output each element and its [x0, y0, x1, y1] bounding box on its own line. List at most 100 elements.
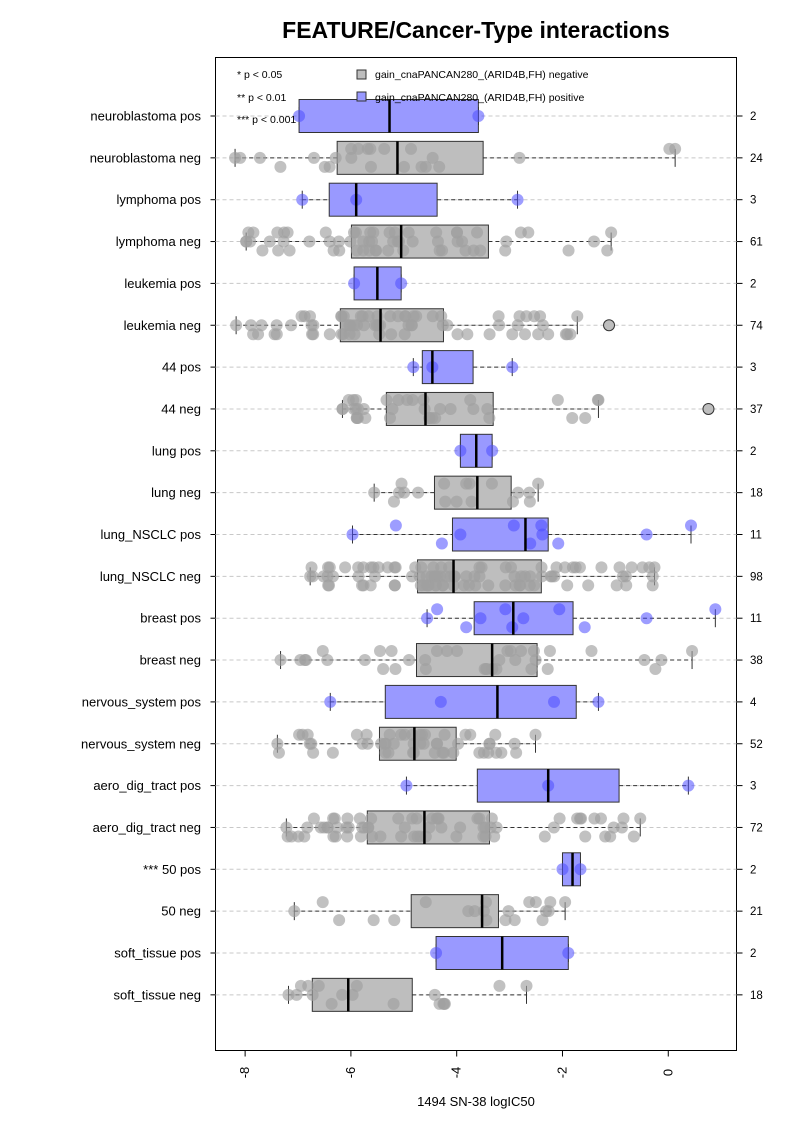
- data-point: [460, 570, 473, 583]
- data-point: [430, 226, 443, 239]
- data-point: [350, 979, 363, 992]
- data-point: [561, 328, 574, 341]
- count-label: 18: [750, 488, 763, 500]
- data-point: [640, 528, 653, 541]
- data-point: [646, 579, 659, 592]
- y-tick-label: 50 neg: [161, 904, 201, 919]
- data-point: [348, 277, 361, 290]
- data-point: [527, 645, 540, 658]
- data-point: [441, 319, 454, 332]
- y-tick-label: breast neg: [140, 653, 201, 668]
- data-point: [336, 988, 349, 1001]
- data-point: [591, 393, 604, 406]
- data-point: [318, 821, 331, 834]
- count-label: 61: [750, 237, 763, 249]
- data-point: [432, 812, 445, 825]
- data-point: [395, 477, 408, 490]
- y-tick-label: lung neg: [151, 485, 201, 500]
- data-point: [419, 728, 432, 741]
- data-point: [588, 235, 601, 248]
- data-point: [363, 244, 376, 257]
- count-label: 4: [750, 697, 757, 709]
- data-point: [380, 393, 393, 406]
- y-tick-label: neuroblastoma pos: [90, 109, 201, 124]
- data-point: [483, 328, 496, 341]
- data-point: [499, 244, 512, 257]
- data-point: [382, 746, 395, 759]
- data-point: [534, 310, 547, 323]
- data-point: [477, 821, 490, 834]
- y-tick-label: neuroblastoma neg: [90, 150, 201, 165]
- data-point: [541, 663, 554, 676]
- data-point: [582, 579, 595, 592]
- data-point: [405, 319, 418, 332]
- data-point: [451, 328, 464, 341]
- legend: * p < 0.05 ** p < 0.01 *** p < 0.001 gai…: [237, 69, 589, 126]
- data-point: [234, 151, 247, 164]
- data-point: [352, 142, 365, 155]
- data-point: [431, 235, 444, 248]
- data-point: [350, 244, 363, 257]
- data-point: [340, 821, 353, 834]
- data-point: [381, 561, 394, 574]
- data-point: [404, 142, 417, 155]
- data-point: [605, 226, 618, 239]
- data-point: [274, 160, 287, 173]
- data-point: [441, 645, 454, 658]
- box-lymphoma-neg: [240, 224, 618, 259]
- data-point: [387, 997, 400, 1010]
- data-point: [280, 821, 293, 834]
- outlier-point: [702, 402, 715, 415]
- y-tick-label: leukemia neg: [124, 318, 201, 333]
- data-point: [511, 319, 524, 332]
- data-point: [450, 830, 463, 843]
- data-point: [305, 561, 318, 574]
- data-point: [322, 561, 335, 574]
- data-point: [306, 570, 319, 583]
- count-label: 38: [750, 655, 763, 667]
- data-point: [566, 411, 579, 424]
- data-point: [472, 110, 485, 122]
- data-point: [444, 402, 457, 415]
- data-point: [270, 328, 283, 341]
- data-point: [366, 235, 379, 248]
- data-point: [592, 695, 605, 708]
- data-point: [413, 570, 426, 583]
- data-point: [643, 561, 656, 574]
- data-point: [350, 728, 363, 741]
- data-point: [574, 863, 587, 876]
- data-point: [415, 561, 428, 574]
- data-point: [356, 579, 369, 592]
- data-point: [477, 905, 490, 918]
- data-point: [322, 579, 335, 592]
- data-point: [431, 737, 444, 750]
- significance-legend-1: * p < 0.05: [237, 69, 282, 81]
- data-point: [488, 830, 501, 843]
- data-point: [617, 812, 630, 825]
- data-point: [288, 905, 301, 918]
- data-point: [542, 328, 555, 341]
- data-point: [460, 477, 473, 490]
- data-point: [501, 645, 514, 658]
- data-point: [638, 654, 651, 667]
- data-point: [406, 235, 419, 248]
- data-point: [419, 160, 432, 173]
- data-point: [607, 821, 620, 834]
- data-point: [244, 319, 257, 332]
- data-point: [412, 486, 425, 499]
- data-point: [625, 561, 638, 574]
- data-point: [401, 393, 414, 406]
- count-label: 2: [750, 278, 756, 290]
- data-point: [301, 821, 314, 834]
- count-label: 74: [750, 320, 763, 332]
- data-point: [389, 663, 402, 676]
- data-point: [382, 244, 395, 257]
- data-point: [296, 193, 309, 206]
- y-tick-label: lung_NSCLC pos: [101, 527, 202, 542]
- box-lung-pos: [454, 433, 499, 468]
- data-point: [481, 402, 494, 415]
- box-50-neg: [288, 894, 572, 929]
- data-point: [303, 235, 316, 248]
- data-point: [336, 402, 349, 415]
